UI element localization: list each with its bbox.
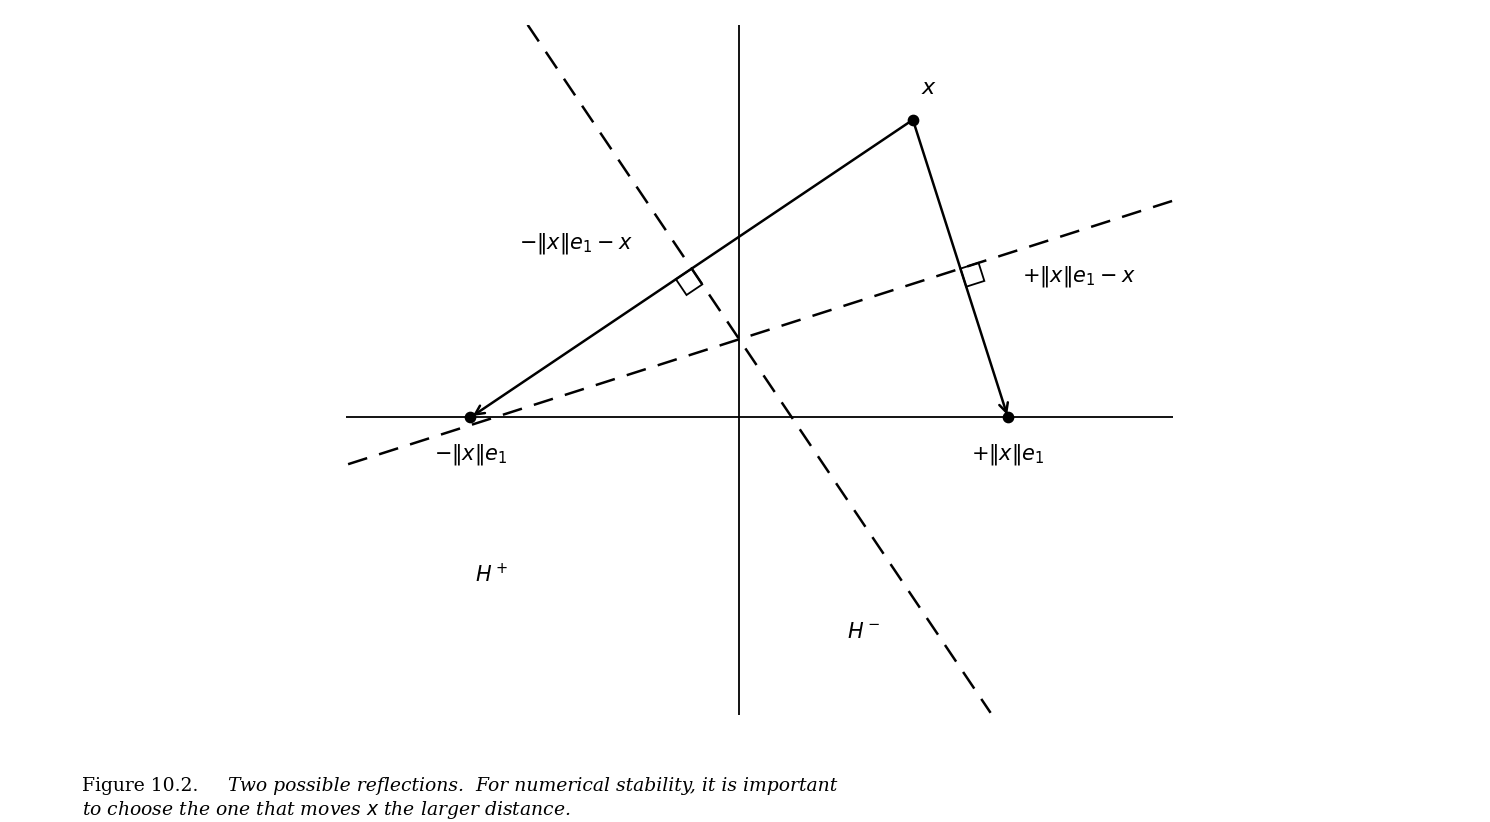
Point — [995, 411, 1019, 424]
Text: Two possible reflections.  For numerical stability, it is important: Two possible reflections. For numerical … — [228, 777, 837, 795]
Text: $+\|x\|e_1 - x$: $+\|x\|e_1 - x$ — [1022, 265, 1135, 289]
Text: $+\|x\|e_1$: $+\|x\|e_1$ — [971, 442, 1044, 467]
Text: $H^-$: $H^-$ — [846, 622, 879, 643]
Point — [459, 411, 483, 424]
Text: to choose the one that moves $x$ the larger distance.: to choose the one that moves $x$ the lar… — [82, 799, 571, 821]
Text: $H^+$: $H^+$ — [475, 563, 508, 586]
Text: $-\|x\|e_1 - x$: $-\|x\|e_1 - x$ — [519, 231, 633, 256]
Text: Figure 10.2.: Figure 10.2. — [82, 777, 210, 795]
Text: $x$: $x$ — [921, 77, 937, 99]
Text: $-\|x\|e_1$: $-\|x\|e_1$ — [434, 442, 507, 467]
Point — [901, 113, 925, 127]
